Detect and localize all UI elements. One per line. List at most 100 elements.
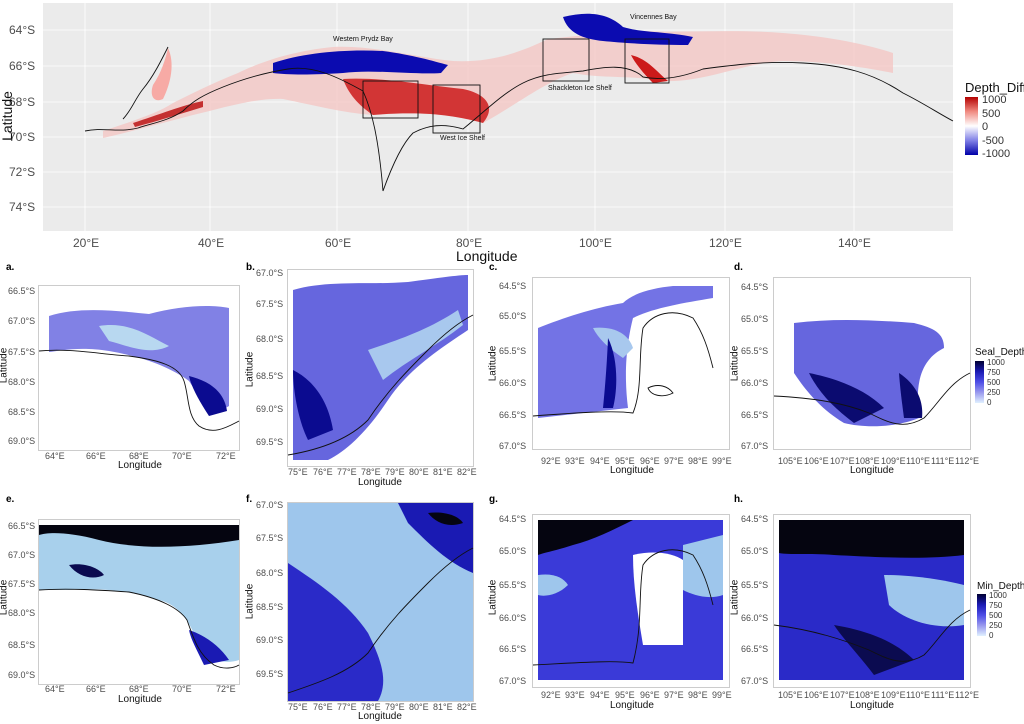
legend-depth-diff-label: 500 (982, 108, 1001, 120)
panel-g-lat-tick: 65.5°S (499, 580, 527, 590)
legend-depth-diff-label: 1000 (982, 94, 1007, 106)
panel-g-lon-tick: 92°E (541, 690, 561, 700)
panel-d-lon-tick: 106°E (804, 456, 829, 466)
panel-a-y-title: Latitude (0, 347, 10, 384)
main-lat-tick: 64°S (9, 23, 36, 37)
panel-e-lon-tick: 72°E (216, 684, 236, 694)
panel-a-lon-tick: 64°E (45, 451, 65, 461)
main-lon-tick: 20°E (73, 236, 100, 250)
panel-d-x-title: Longitude (850, 465, 894, 476)
panel-c-lat-tick: 66.5°S (499, 410, 527, 420)
panel-g-plot (532, 514, 730, 688)
panel-c-lon-tick: 94°E (590, 456, 610, 466)
legend-depth-diff-colorbar (965, 97, 978, 155)
panel-h-lat-tick: 66.0°S (741, 613, 769, 623)
panel-f-lon-tick: 81°E (433, 702, 453, 712)
panel-d-lon-tick: 107°E (830, 456, 855, 466)
panel-h-lon-tick: 109°E (881, 690, 906, 700)
panel-g-lat-tick: 64.5°S (499, 514, 527, 524)
panel-d-lon-tick: 111°E (931, 456, 955, 466)
panel-label: g. (489, 494, 498, 505)
panel-g-lon-tick: 96°E (640, 690, 660, 700)
main-lat-tick: 66°S (9, 59, 36, 73)
panel-label: a. (6, 262, 15, 273)
legend-depth-diff-label: -1000 (982, 148, 1011, 160)
panel-f-lon-tick: 80°E (409, 702, 429, 712)
panel-e-lon-tick: 68°E (129, 684, 149, 694)
panel-e-x-title: Longitude (118, 694, 162, 705)
panel-g-lat-tick: 67.0°S (499, 676, 527, 686)
place-label-shackleton-ice-shelf: Shackleton Ice Shelf (548, 85, 612, 92)
panel-a-lon-tick: 72°E (216, 451, 236, 461)
panel-a-lon-tick: 70°E (172, 451, 192, 461)
legend-seal-depth-label: 1000 (987, 358, 1005, 367)
panel-d-lat-tick: 66.0°S (741, 378, 769, 388)
panel-f-y-title: Latitude (244, 583, 256, 620)
panel-g-lat-tick: 66.5°S (499, 644, 527, 654)
panel-b-lat-tick: 68.5°S (256, 371, 284, 381)
main-lon-tick: 120°E (709, 236, 742, 250)
main-lat-tick: 68°S (9, 95, 36, 109)
legend-depth-diff-label: 0 (982, 121, 989, 133)
panel-f-lat-tick: 68.0°S (256, 568, 284, 578)
panel-g-lon-tick: 94°E (590, 690, 610, 700)
legend-min-depth-label: 0 (989, 631, 994, 640)
panel-label: h. (734, 494, 743, 505)
legend-seal-depth-colorbar (975, 361, 984, 403)
panel-g-lon-tick: 95°E (615, 690, 635, 700)
main-lon-tick: 140°E (838, 236, 871, 250)
panel-c-lon-tick: 93°E (565, 456, 585, 466)
panel-e-lat-tick: 67.0°S (8, 550, 36, 560)
panel-e-lat-tick: 67.5°S (8, 579, 36, 589)
main-lon-tick: 60°E (325, 236, 352, 250)
panel-b-lon-tick: 78°E (361, 467, 381, 477)
panel-c-lat-tick: 65.5°S (499, 346, 527, 356)
panel-h-lat-tick: 65.0°S (741, 546, 769, 556)
panel-g-lon-tick: 97°E (664, 690, 684, 700)
panel-g-lon-tick: 98°E (688, 690, 708, 700)
panel-a-lon-tick: 66°E (86, 451, 106, 461)
panel-h-y-title: Latitude (729, 579, 741, 616)
panel-h-lon-tick: 108°E (855, 690, 880, 700)
panel-b-lon-tick: 81°E (433, 467, 453, 477)
panel-a-x-title: Longitude (118, 460, 162, 471)
panel-f-lat-tick: 68.5°S (256, 602, 284, 612)
panel-label: f. (246, 494, 253, 505)
panel-h-lat-tick: 66.5°S (741, 644, 769, 654)
panel-b-lat-tick: 69.5°S (256, 437, 284, 447)
panel-label: d. (734, 262, 743, 273)
panel-c-lon-tick: 92°E (541, 456, 561, 466)
panel-h-x-title: Longitude (850, 700, 894, 711)
panel-h-plot (773, 514, 971, 688)
legend-seal-depth-label: 250 (987, 388, 1001, 397)
panel-f-lon-tick: 75°E (288, 702, 308, 712)
panel-c-lon-tick: 98°E (688, 456, 708, 466)
panel-f-lat-tick: 69.5°S (256, 669, 284, 679)
legend-min-depth-label: 1000 (989, 591, 1007, 600)
panel-f-lon-tick: 82°E (457, 702, 477, 712)
panel-label: e. (6, 494, 15, 505)
panel-b-y-title: Latitude (244, 351, 256, 388)
panel-d-lat-tick: 64.5°S (741, 282, 769, 292)
panel-f-lat-tick: 69.0°S (256, 635, 284, 645)
panel-d-lon-tick: 108°E (855, 456, 880, 466)
panel-a-lon-tick: 68°E (129, 451, 149, 461)
panel-d-lat-tick: 67.0°S (741, 441, 769, 451)
main-x-axis-title: Longitude (456, 248, 518, 264)
panel-c-lat-tick: 65.0°S (499, 311, 527, 321)
panel-d-lat-tick: 66.5°S (741, 410, 769, 420)
panel-a-plot (38, 285, 240, 451)
panel-a-lat-tick: 68.5°S (8, 407, 36, 417)
panel-g-lon-tick: 93°E (565, 690, 585, 700)
panel-h-lon-tick: 111°E (931, 690, 955, 700)
panel-f-lon-tick: 79°E (385, 702, 405, 712)
panel-b-lat-tick: 67.5°S (256, 299, 284, 309)
panel-e-lat-tick: 69.0°S (8, 670, 36, 680)
legend-min-depth-title: Min_Depth (977, 581, 1024, 592)
panel-d-lon-tick: 109°E (881, 456, 906, 466)
panel-a-lat-tick: 66.5°S (8, 286, 36, 296)
panel-f-x-title: Longitude (358, 711, 402, 722)
panel-b-lon-tick: 82°E (457, 467, 477, 477)
panel-d-lat-tick: 65.5°S (741, 346, 769, 356)
panel-b-lon-tick: 75°E (288, 467, 308, 477)
